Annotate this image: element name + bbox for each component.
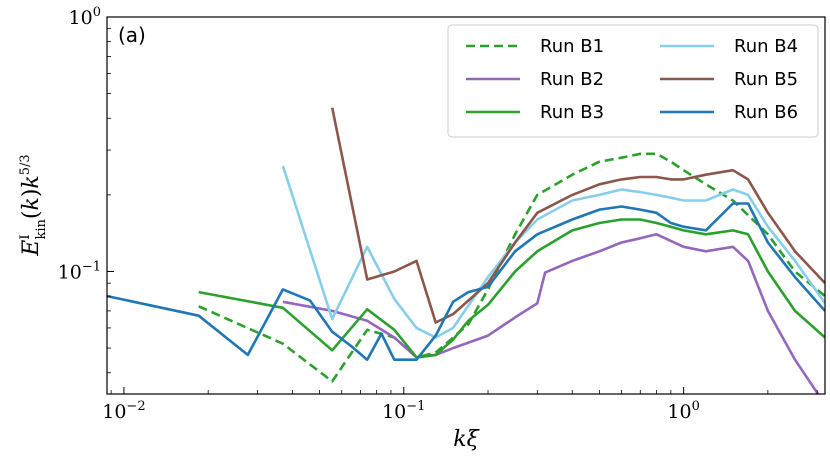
legend-label-3: Run B3: [540, 102, 604, 123]
y-tick-label-1: 10−1: [58, 259, 101, 283]
series-line-3: [198, 218, 825, 359]
legend-label-2: Run B2: [540, 69, 604, 90]
series-layer: [107, 107, 825, 394]
series-line-1: [198, 152, 825, 383]
plot-frame: [106, 16, 826, 395]
x-axis-label: kξ: [453, 427, 480, 452]
legend-box: [447, 24, 819, 138]
legend-label-5: Run B5: [734, 69, 798, 90]
y-axis-label: EIkin(k)k5/3: [18, 154, 49, 256]
legend-label-1: Run B1: [540, 36, 604, 57]
series-line-2: [282, 233, 820, 394]
panel-label: (a): [118, 23, 146, 47]
legend: Run B1 Run B2 Run B3 Run B4 Run B5 Run B6: [447, 24, 819, 138]
series-line-5: [330, 107, 825, 324]
ticks-layer: 10−2 10−1 100 10−1 100: [58, 5, 818, 423]
x-tick-label-1: 10−2: [102, 399, 145, 423]
legend-label-6: Run B6: [734, 102, 798, 123]
series-line-4: [281, 165, 825, 339]
x-tick-label-3: 100: [667, 399, 699, 423]
legend-label-4: Run B4: [734, 36, 798, 57]
y-tick-label-2: 100: [69, 5, 101, 29]
x-tick-label-2: 10−1: [382, 399, 425, 423]
series-line-6: [107, 202, 825, 361]
